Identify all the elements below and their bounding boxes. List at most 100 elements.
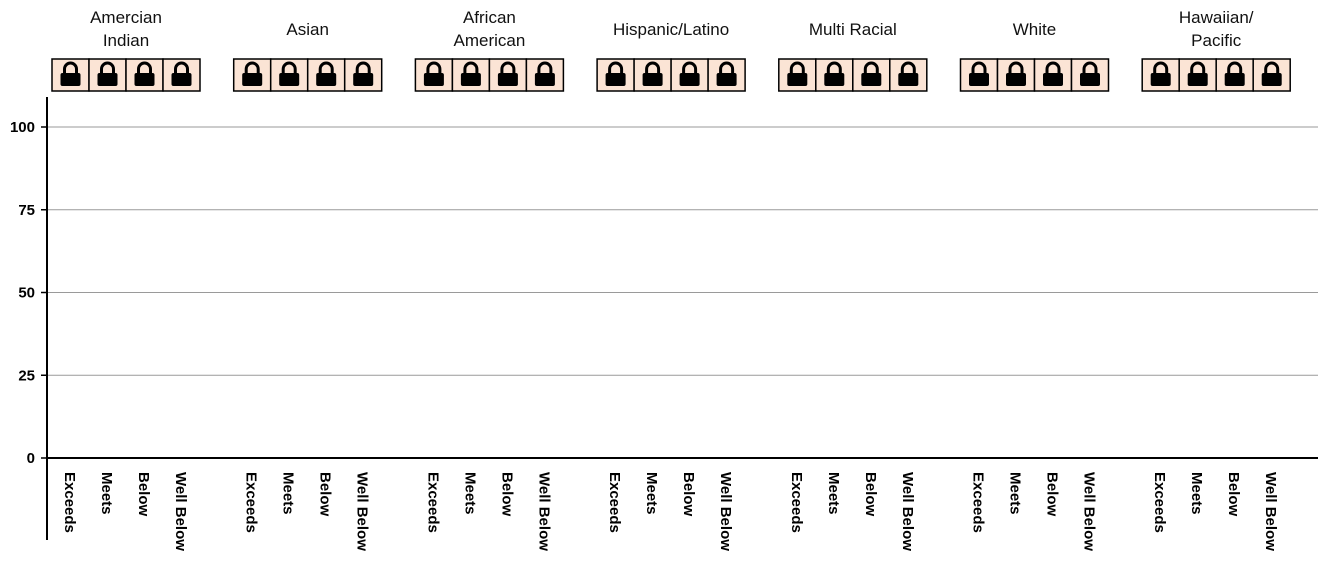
- category-label: Below: [1225, 472, 1242, 517]
- lock-button[interactable]: [959, 58, 999, 92]
- group-label: Amercian: [90, 8, 162, 27]
- y-tick-label: 50: [18, 285, 35, 302]
- lock-button[interactable]: [51, 58, 90, 92]
- lock-button[interactable]: [1033, 58, 1073, 92]
- category-label: Well Below: [1262, 472, 1279, 551]
- lock-button[interactable]: [1070, 58, 1110, 92]
- lock-button[interactable]: [778, 58, 817, 92]
- lock-button[interactable]: [670, 58, 709, 92]
- category-label: Meets: [98, 472, 115, 515]
- lock-button[interactable]: [525, 58, 565, 92]
- lock-button[interactable]: [633, 58, 672, 92]
- lock-button[interactable]: [269, 58, 309, 92]
- lock-icon: [316, 61, 337, 86]
- lock-icon: [171, 61, 192, 86]
- category-label: Below: [680, 472, 697, 517]
- lock-icon: [1187, 61, 1208, 86]
- category-label: Exceeds: [243, 472, 260, 533]
- lock-icon: [605, 61, 626, 86]
- category-label: Well Below: [535, 472, 552, 551]
- lock-icon: [898, 61, 919, 86]
- group-label: Asian: [286, 20, 329, 39]
- lock-icon: [1261, 61, 1282, 86]
- category-label: Well Below: [717, 472, 734, 551]
- category-label: Exceeds: [61, 472, 78, 533]
- group-label: Multi Racial: [809, 20, 897, 39]
- lock-icon: [716, 61, 737, 86]
- category-label: Well Below: [354, 472, 371, 551]
- lock-icon: [969, 61, 989, 86]
- group-label: American: [453, 31, 525, 50]
- category-label: Well Below: [1081, 472, 1098, 551]
- lock-button[interactable]: [707, 58, 746, 92]
- lock-button[interactable]: [414, 58, 454, 92]
- group-label: Hispanic/Latino: [613, 20, 729, 39]
- lock-icon: [1043, 61, 1063, 86]
- lock-button[interactable]: [1215, 58, 1254, 92]
- group-label: White: [1013, 20, 1056, 39]
- lock-icon: [824, 61, 845, 86]
- lock-icon: [279, 61, 300, 86]
- group-label: African: [463, 8, 516, 27]
- category-label: Exceeds: [424, 472, 441, 533]
- lock-button[interactable]: [852, 58, 891, 92]
- lock-icon: [97, 61, 118, 86]
- lock-button[interactable]: [1178, 58, 1217, 92]
- lock-button[interactable]: [1252, 58, 1291, 92]
- category-label: Below: [862, 472, 879, 517]
- lock-button[interactable]: [996, 58, 1036, 92]
- category-label: Exceeds: [788, 472, 805, 533]
- lock-button[interactable]: [451, 58, 491, 92]
- category-label: Meets: [1007, 472, 1024, 515]
- lock-button[interactable]: [232, 58, 272, 92]
- lock-icon: [642, 61, 663, 86]
- lock-icon: [1080, 61, 1100, 86]
- lock-button[interactable]: [343, 58, 383, 92]
- lock-icon: [861, 61, 882, 86]
- lock-icon: [1150, 61, 1171, 86]
- category-label: Meets: [280, 472, 297, 515]
- lock-icon: [787, 61, 808, 86]
- category-label: Well Below: [172, 472, 189, 551]
- y-tick-label: 100: [10, 119, 35, 136]
- lock-icon: [242, 61, 263, 86]
- lock-icon: [534, 61, 555, 86]
- category-label: Below: [498, 472, 515, 517]
- lock-icon: [460, 61, 481, 86]
- group-label: Hawaiian/: [1179, 8, 1254, 27]
- lock-icon: [497, 61, 518, 86]
- category-label: Exceeds: [1151, 472, 1168, 533]
- lock-button[interactable]: [306, 58, 346, 92]
- category-label: Below: [135, 472, 152, 517]
- category-label: Meets: [461, 472, 478, 515]
- lock-icon: [1006, 61, 1026, 86]
- lock-button[interactable]: [488, 58, 528, 92]
- lock-button[interactable]: [1141, 58, 1180, 92]
- y-tick-label: 75: [18, 202, 35, 219]
- y-tick-label: 25: [18, 367, 35, 384]
- lock-button[interactable]: [889, 58, 928, 92]
- lock-icon: [679, 61, 700, 86]
- category-label: Below: [317, 472, 334, 517]
- group-label: Indian: [103, 31, 149, 50]
- lock-button[interactable]: [596, 58, 635, 92]
- category-label: Well Below: [899, 472, 916, 551]
- lock-icon: [60, 61, 81, 86]
- category-label: Exceeds: [606, 472, 623, 533]
- category-label: Meets: [643, 472, 660, 515]
- group-label: Pacific: [1191, 31, 1242, 50]
- lock-button[interactable]: [125, 58, 164, 92]
- lock-button[interactable]: [815, 58, 854, 92]
- lock-icon: [353, 61, 374, 86]
- lock-button[interactable]: [162, 58, 201, 92]
- lock-icon: [423, 61, 444, 86]
- lock-button[interactable]: [88, 58, 127, 92]
- lock-icon: [1224, 61, 1245, 86]
- category-label: Exceeds: [970, 472, 987, 533]
- category-label: Below: [1044, 472, 1061, 517]
- category-label: Meets: [1188, 472, 1205, 515]
- y-tick-label: 0: [27, 450, 35, 467]
- category-label: Meets: [825, 472, 842, 515]
